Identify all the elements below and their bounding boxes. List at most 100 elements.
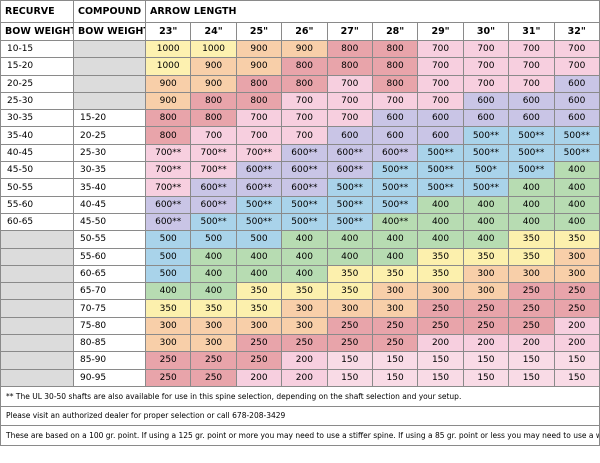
spine-cell: 700 [462,57,510,76]
bow-weight: 40-45 [0,143,74,163]
header: COMPOUND [73,0,146,23]
spine-cell: 800 [235,91,283,111]
bow-weight: 50-55 [0,178,74,197]
spine-cell: 250 [553,282,600,301]
spine-cell: 350 [417,247,464,266]
spine-cell: 150 [508,368,555,387]
spine-cell: 400 [190,247,237,266]
spine-chart: RECURVE COMPOUND ARROW LENGTH BOW WEIGHT… [0,0,600,446]
spine-cell: 400 [281,230,328,249]
spine-cell: 300 [190,316,237,336]
bow-weight: 60-65 [73,264,146,284]
spine-cell: 800 [144,109,192,128]
spine-cell: 150 [326,368,373,387]
spine-cell: 400 [553,178,600,197]
bow-weight: 90-95 [73,368,146,387]
length-header: 32" [553,22,600,41]
spine-cell: 400 [281,247,328,266]
empty-cell [0,334,74,353]
bow-weight: 15-20 [73,109,146,128]
header: ARROW LENGTH [145,0,600,23]
row: 75-80 300 300 300 300 250 250 250 250 250 200 [0,316,600,336]
spine-cell: 500 [235,230,283,249]
spine-cell: 250 [144,351,192,370]
spine-cell: 600 [417,109,464,128]
spine-cell: 250 [235,351,283,370]
bow-weight: 35-40 [73,178,146,197]
spine-cell: 300 [462,264,510,284]
spine-cell: 900 [144,91,192,111]
spine-cell: 400 [462,195,510,214]
spine-cell: 700 [326,91,373,111]
spine-cell: 400 [508,195,555,214]
spine-cell: 250 [235,334,283,353]
spine-cell: 700 [281,91,328,111]
spine-cell: 700 [235,126,283,145]
spine-cell: 900 [281,39,328,59]
bow-weight: 50-55 [73,230,146,249]
spine-cell: 250 [281,334,328,353]
spine-cell: 1000 [190,39,237,59]
spine-cell: 500 [190,230,237,249]
spine-cell: 500** [371,195,419,214]
spine-cell: 200 [235,368,283,387]
spine-cell: 150 [462,351,510,370]
bow-weight: 55-60 [73,247,146,266]
spine-cell: 400 [553,195,600,214]
spine-cell: 300 [553,247,600,266]
spine-cell: 250 [462,299,510,318]
spine-cell: 600** [326,143,373,163]
row: 10-15 1000 1000 900 900 800 800 700 700 700 700 [0,39,600,59]
spine-cell: 400 [190,264,237,284]
bow-weight: 35-40 [0,126,74,145]
bow-weight: 25-30 [73,143,146,163]
empty-cell [0,230,74,249]
spine-cell: 200 [417,334,464,353]
spine-cell: 500** [462,126,510,145]
spine-cell: 250 [417,316,464,336]
spine-cell: 350 [508,230,555,249]
spine-cell: 800 [144,126,192,145]
spine-cell: 700 [508,39,555,59]
spine-cell: 500** [326,212,373,232]
row: 40-45 25-30 700** 700** 700** 600** 600** 600**… [0,143,600,163]
spine-cell: 500** [508,126,555,145]
spine-cell: 250 [508,299,555,318]
row: 65-70 400 400 350 350 350 300 300 300 250 250 [0,282,600,301]
spine-cell: 500** [371,178,419,197]
empty-cell [73,74,146,93]
spine-cell: 700** [144,161,192,180]
note-row: These are based on a 100 gr. point. If u… [0,425,600,446]
spine-cell: 250 [508,282,555,301]
spine-cell: 600** [190,195,237,214]
spine-cell: 200 [281,368,328,387]
note: Please visit an authorized dealer for pr… [0,405,600,427]
spine-cell: 600** [144,212,192,232]
spine-cell: 700 [462,39,510,59]
bow-weight: 20-25 [0,74,74,93]
note: These are based on a 100 gr. point. If u… [0,425,600,446]
spine-cell: 300 [508,264,555,284]
spine-cell: 350 [462,247,510,266]
empty-cell [0,247,74,266]
spine-cell: 600 [553,91,600,111]
spine-cell: 700** [235,143,283,163]
spine-cell: 250 [326,334,373,353]
spine-cell: 200 [553,316,600,336]
spine-cell: 700 [417,39,464,59]
spine-cell: 250 [508,316,555,336]
spine-cell: 350 [508,247,555,266]
spine-cell: 300 [553,264,600,284]
header: RECURVE [0,0,74,23]
spine-cell: 800 [281,57,328,76]
empty-cell [73,57,146,76]
spine-cell: 800 [371,57,419,76]
bow-weight: 45-50 [73,212,146,232]
bow-weight: 70-75 [73,299,146,318]
spine-cell: 250 [326,316,373,336]
spine-cell: 300 [235,316,283,336]
bow-weight: 15-20 [0,57,74,76]
spine-cell: 400 [371,247,419,266]
spine-cell: 250 [144,368,192,387]
